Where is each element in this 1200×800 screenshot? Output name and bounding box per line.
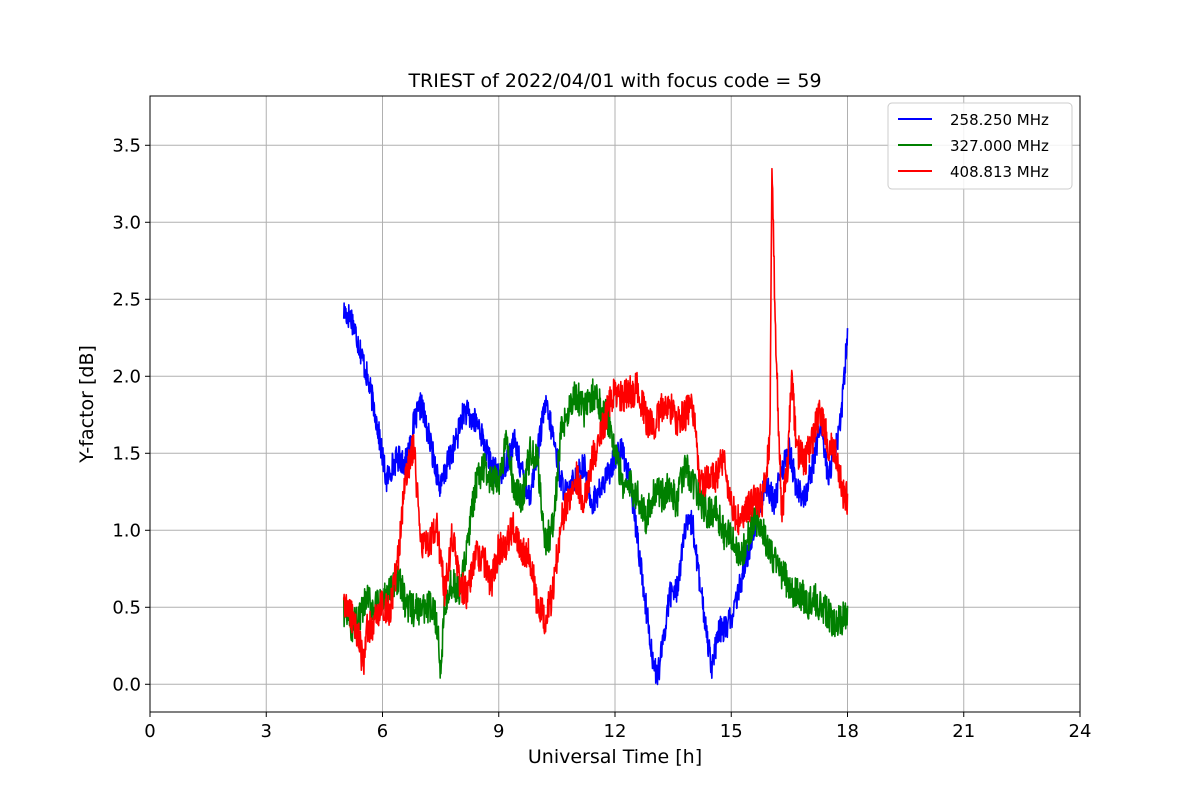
legend: 258.250 MHz 327.000 MHz 408.813 MHz <box>887 102 1073 190</box>
x-tick-label: 21 <box>952 721 975 742</box>
y-tick-label: 2.5 <box>112 289 141 310</box>
y-tick-label: 0.5 <box>112 597 141 618</box>
y-tick-label: 0.0 <box>112 674 141 695</box>
series-line <box>342 378 849 679</box>
legend-entry: 408.813 MHz <box>950 163 1049 181</box>
y-tick-label: 3.0 <box>112 212 141 233</box>
plot-series <box>342 167 849 686</box>
x-tick-label: 3 <box>261 721 272 742</box>
x-tick-label: 12 <box>604 721 627 742</box>
y-tick-label: 3.5 <box>112 135 141 156</box>
axis-ticks: 0 3 6 9 12 15 18 21 24 0.0 0.5 1.0 1.5 2.0 2.5 3.0 3.5 <box>112 135 1091 742</box>
legend-entry: 258.250 MHz <box>950 111 1049 129</box>
legend-box <box>887 102 1073 190</box>
x-tick-label: 18 <box>836 721 859 742</box>
y-tick-label: 1.0 <box>112 520 141 541</box>
x-tick-label: 9 <box>493 721 504 742</box>
chart-title: TRIEST of 2022/04/01 with focus code = 5… <box>407 70 821 92</box>
x-axis-label: Universal Time [h] <box>528 746 702 768</box>
y-axis-label: Y-factor [dB] <box>76 345 98 464</box>
x-tick-label: 24 <box>1069 721 1092 742</box>
x-tick-label: 15 <box>720 721 743 742</box>
legend-entry: 327.000 MHz <box>950 137 1049 155</box>
y-tick-label: 2.0 <box>112 366 141 387</box>
x-tick-label: 0 <box>144 721 155 742</box>
y-tick-label: 1.5 <box>112 443 141 464</box>
x-tick-label: 6 <box>377 721 388 742</box>
series-line <box>342 302 849 686</box>
series-line <box>342 167 849 676</box>
